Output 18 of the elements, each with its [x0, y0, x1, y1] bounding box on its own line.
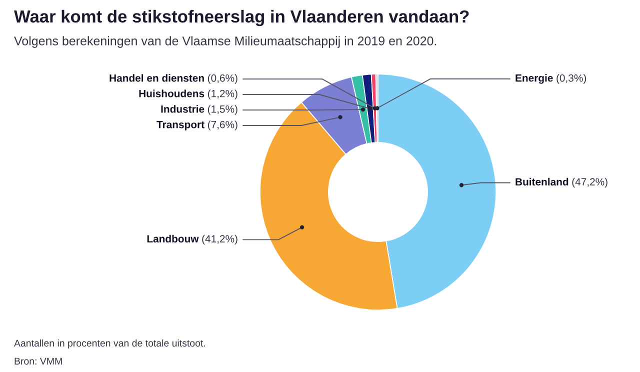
data-label: (41,2%)	[202, 234, 238, 245]
slice-label: Industrie	[161, 105, 204, 113]
slice-label: Huishoudens	[139, 90, 204, 98]
text: Aantallen in procenten van de totale uitstoot.	[14, 339, 205, 349]
data-label: (0,6%)	[208, 74, 238, 84]
slice-label: Transport	[156, 121, 204, 130]
text: Bron: VMM	[14, 358, 62, 365]
chart-title: Waar komt de stikstofneerslag in Vlaanderen vandaan?	[14, 10, 469, 26]
slice-label: Energie	[516, 74, 553, 84]
data-label: (47,2%)	[572, 178, 608, 188]
slice-label: Handel en diensten	[110, 74, 204, 82]
chart-subtitle: Volgens berekeningen van de Vlaamse Milieumaatschappij in 2019 en 2020.	[14, 36, 436, 48]
data-label: (1,5%)	[208, 105, 238, 115]
data-label: (0,3%)	[556, 74, 586, 84]
slice-label: Buitenland	[516, 178, 568, 186]
slice-label: Landbouw	[147, 234, 199, 242]
data-label: (1,2%)	[208, 90, 238, 100]
data-label: (7,6%)	[208, 120, 238, 130]
